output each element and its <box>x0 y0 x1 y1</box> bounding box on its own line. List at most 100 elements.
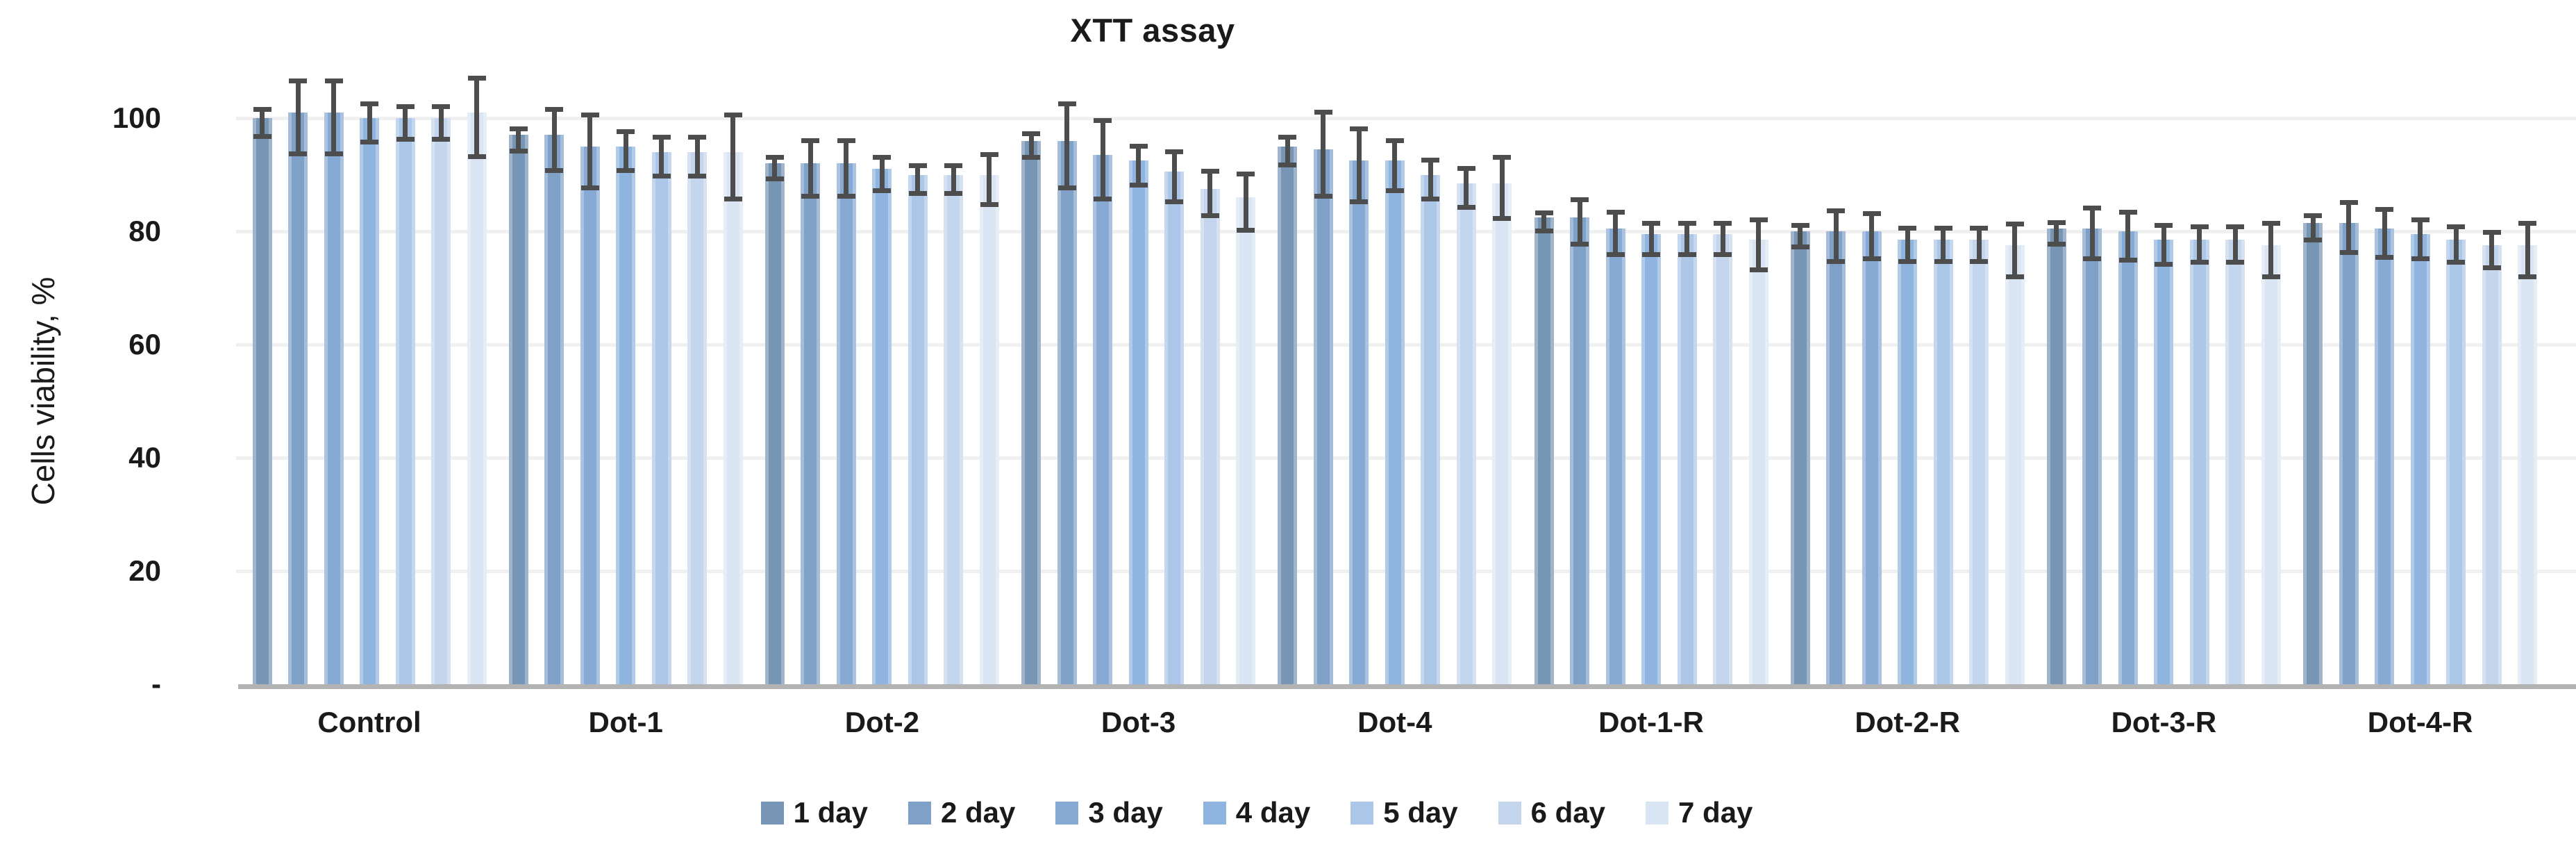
error-bar-Dot-2-2-day <box>801 138 820 199</box>
x-label-Dot-3-R: Dot-3-R <box>2111 706 2217 738</box>
error-bar-Dot-4-1-day <box>1278 135 1297 168</box>
gridline-20 <box>236 570 2576 573</box>
bar-Dot-4-6-day <box>1456 183 1476 684</box>
legend-label-7-day: 7 day <box>1678 796 1753 829</box>
error-bar-Dot-3-6-day <box>1201 169 1219 219</box>
bar-Dot-2-R-2-day <box>1826 231 1846 684</box>
error-bar-Dot-4-R-5-day <box>2447 224 2466 265</box>
error-bar-Dot-3-R-3-day <box>2118 210 2137 263</box>
error-bar-Dot-2-R-1-day <box>1791 222 1809 250</box>
chart-title: XTT assay <box>1070 12 1235 49</box>
bar-Dot-1-R-7-day <box>1748 240 1768 684</box>
bar-Dot-3-R-4-day <box>2154 240 2174 684</box>
legend-label-3-day: 3 day <box>1088 796 1163 829</box>
y-tick-100: 100 <box>112 101 161 134</box>
legend-swatch-4-day <box>1203 801 1226 825</box>
error-bar-Dot-4-R-4-day <box>2411 217 2429 261</box>
error-bar-Dot-4-2-day <box>1314 109 1332 199</box>
error-bar-Dot-3-7-day <box>1237 172 1255 233</box>
legend-item-6-day: 6 day <box>1498 796 1605 829</box>
bar-Dot-3-R-3-day <box>2118 231 2138 684</box>
error-bar-Dot-2-1-day <box>765 154 784 182</box>
legend-item-2-day: 2 day <box>908 796 1015 829</box>
error-bar-Dot-1-1-day <box>509 126 528 154</box>
error-bar-Dot-1-R-5-day <box>1678 221 1696 257</box>
error-bar-Dot-4-R-1-day <box>2304 213 2323 242</box>
bar-Dot-4-3-day <box>1349 160 1369 684</box>
bar-Dot-4-1-day <box>1278 146 1298 684</box>
bar-Dot-2-4-day <box>872 169 892 684</box>
bar-Dot-4-7-day <box>1492 183 1512 684</box>
bar-Dot-1-5-day <box>651 151 671 684</box>
bar-Dot-4-5-day <box>1421 174 1441 684</box>
bar-Dot-3-4-day <box>1128 160 1148 684</box>
bar-Dot-3-R-1-day <box>2046 228 2066 684</box>
bar-Dot-1-2-day <box>544 135 564 684</box>
error-bar-Dot-3-R-5-day <box>2190 224 2209 265</box>
error-bar-Dot-1-R-4-day <box>1642 221 1660 257</box>
bar-Dot-2-3-day <box>836 163 856 684</box>
error-bar-Dot-1-R-1-day <box>1534 210 1553 234</box>
bar-Dot-2-R-3-day <box>1862 231 1882 684</box>
bar-Dot-2-6-day <box>944 174 964 684</box>
x-label-Dot-4: Dot-4 <box>1357 706 1432 738</box>
error-bar-Control-5-day <box>396 103 415 142</box>
x-label-Dot-3: Dot-3 <box>1101 706 1176 738</box>
error-bar-Dot-4-7-day <box>1493 154 1512 222</box>
error-bar-Dot-3-3-day <box>1094 118 1112 201</box>
error-bar-Control-1-day <box>253 106 271 140</box>
gridline-60 <box>236 343 2576 347</box>
legend-label-2-day: 2 day <box>940 796 1016 829</box>
error-bar-Dot-3-R-1-day <box>2047 220 2066 247</box>
legend: 1 day 2 day 3 day 4 day 5 day 6 day 7 day <box>0 790 2514 835</box>
bar-Dot-3-R-5-day <box>2189 240 2209 684</box>
bar-Dot-4-4-day <box>1385 160 1405 684</box>
error-bar-Dot-2-R-7-day <box>2005 222 2024 279</box>
bar-Control-5-day <box>395 118 415 684</box>
bar-Dot-3-5-day <box>1164 172 1185 684</box>
bar-Dot-1-R-5-day <box>1677 234 1697 684</box>
bar-Dot-1-R-1-day <box>1534 217 1554 684</box>
bar-Dot-2-1-day <box>764 163 785 684</box>
error-bar-Dot-2-6-day <box>944 163 963 196</box>
error-bar-Dot-4-5-day <box>1421 158 1440 201</box>
error-bar-Dot-1-4-day <box>617 129 635 174</box>
legend-swatch-2-day <box>908 801 931 825</box>
legend-label-1-day: 1 day <box>793 796 868 829</box>
error-bar-Dot-2-R-3-day <box>1862 211 1881 261</box>
y-tick-20: 20 <box>128 554 161 587</box>
bar-Dot-1-R-2-day <box>1570 217 1589 684</box>
x-label-Control: Control <box>317 706 421 738</box>
bar-Dot-4-R-3-day <box>2375 228 2395 684</box>
error-bar-Dot-2-R-2-day <box>1827 208 1846 264</box>
x-label-Dot-2-R: Dot-2-R <box>1855 706 1960 738</box>
bar-Dot-1-1-day <box>508 135 528 684</box>
error-bar-Dot-3-5-day <box>1165 149 1184 204</box>
x-label-Dot-2: Dot-2 <box>844 706 920 738</box>
error-bar-Dot-2-R-6-day <box>1970 225 1989 264</box>
bar-Dot-3-1-day <box>1021 140 1042 684</box>
error-bar-Dot-1-2-day <box>545 106 564 174</box>
y-tick-40: 40 <box>128 441 161 474</box>
x-axis-line <box>238 684 2576 689</box>
bar-Dot-2-R-1-day <box>1790 231 1810 684</box>
error-bar-Dot-4-R-3-day <box>2375 206 2394 260</box>
bar-Dot-1-R-4-day <box>1641 234 1661 684</box>
bar-Dot-4-R-1-day <box>2303 222 2323 684</box>
legend-label-5-day: 5 day <box>1383 796 1458 829</box>
x-label-Dot-1: Dot-1 <box>588 706 663 738</box>
bar-Dot-2-7-day <box>979 174 999 684</box>
bar-Dot-4-R-2-day <box>2339 222 2359 684</box>
gridline-40 <box>236 456 2576 460</box>
legend-item-4-day: 4 day <box>1203 796 1310 829</box>
error-bar-Dot-3-4-day <box>1129 143 1148 188</box>
legend-item-1-day: 1 day <box>760 796 868 829</box>
error-bar-Dot-2-R-5-day <box>1934 225 1952 264</box>
bar-Dot-2-2-day <box>801 163 821 684</box>
y-axis-title: Cells viability, % <box>25 276 61 506</box>
error-bar-Dot-1-R-7-day <box>1749 217 1768 272</box>
error-bar-Control-4-day <box>360 101 378 145</box>
bar-Dot-3-R-7-day <box>2261 245 2281 684</box>
error-bar-Control-3-day <box>324 78 343 156</box>
error-bar-Dot-1-R-6-day <box>1714 221 1732 257</box>
